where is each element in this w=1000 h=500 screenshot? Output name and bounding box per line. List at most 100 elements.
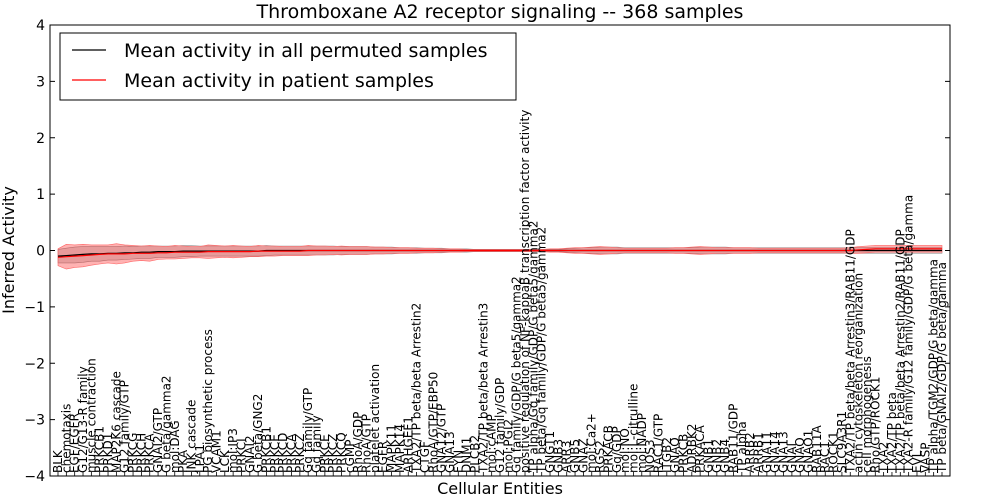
category-label: PRKCZ [293, 434, 307, 473]
y-tick-label: −3 [24, 413, 45, 429]
category-label: MAPK11 [385, 424, 399, 473]
category-label: PRKCD [276, 433, 290, 473]
y-tick-label: 3 [36, 74, 45, 90]
category-label: Gq/GDP [610, 426, 624, 473]
category-label: GNA14 [768, 431, 782, 473]
category-label: PRKACB [601, 425, 615, 473]
category-label: ITGB2 [660, 437, 674, 473]
category-label: G12 family/GDP [493, 378, 507, 473]
category-label: platelet activation [368, 364, 382, 473]
category-label: PRKCB [677, 434, 691, 473]
category-label: LCK [218, 449, 232, 473]
category-label: PRKCB1 [260, 426, 274, 473]
category-label: PKA [176, 449, 190, 473]
y-tick-label: 4 [36, 18, 45, 34]
category-label: VASP [918, 442, 932, 473]
category-label: PLCB2 [468, 435, 482, 473]
category-label: positive regulation of NF-kappaB transcr… [518, 110, 532, 473]
category-label: PRKCA [143, 433, 157, 473]
category-label: ARHGEF1 [401, 416, 415, 473]
y-tick-label: 2 [36, 131, 45, 147]
category-label: GNAQ [668, 437, 682, 473]
legend: Mean activity in all permuted samples Me… [59, 32, 517, 101]
category-label: TXA2-R family/G12 family/GDP/G beta/gamm… [902, 195, 916, 474]
category-label: TP beta/Gq family/GDP/G beta5/gamma2 [535, 227, 549, 474]
category-label: muscle contraction [84, 358, 98, 473]
category-label: PRKD1 [101, 433, 115, 473]
category-label: TXA2/TP beta/beta Arrestin2/RAB11/GDP [893, 229, 907, 474]
category-label: LPA1 [193, 444, 207, 473]
category-label: mol:IP3 [226, 428, 240, 473]
category-label: GNAI [785, 443, 799, 473]
legend-box [59, 32, 517, 101]
category-label: Gq family/GTP [301, 388, 315, 473]
category-label: PRKCH [134, 433, 148, 473]
category-label: Rho/GTP/ROCK1 [868, 377, 882, 473]
category-label: EVL [910, 450, 924, 473]
legend-label-permuted: Mean activity in all permuted samples [124, 40, 487, 62]
category-label: mol:NADP [635, 413, 649, 473]
category-label: mol:DAG [168, 420, 182, 473]
category-label: TXA2/TP beta/beta Arrestin2 [410, 303, 424, 474]
y-tick-label: 1 [36, 187, 45, 203]
category-label: TP alpha [735, 421, 749, 474]
x-axis-label: Cellular Entities [437, 479, 563, 498]
category-label: actin cytoskeleton reorganization [852, 273, 866, 473]
category-label: PRKACA [693, 424, 707, 473]
category-label: RhoA/GTP/EBP50 [426, 372, 440, 473]
category-label: GNAQ [793, 437, 807, 473]
category-label: VCAM1 [210, 430, 224, 473]
category-label: SLC9A3R1 [835, 411, 849, 473]
category-label: ROCK1 [827, 431, 841, 473]
category-label: RAC1 [818, 441, 832, 473]
line-patient [57, 248, 942, 258]
legend-label-patient: Mean activity in patient samples [124, 70, 434, 92]
category-label: CTGF [418, 441, 432, 473]
category-label: RAB11A [810, 424, 824, 473]
y-axis-label: Inferred Activity [0, 186, 18, 314]
category-label: PRKCB1 [93, 426, 107, 473]
category-label: mol:NO [618, 428, 632, 473]
category-label: GNA13 [443, 431, 457, 473]
category-label: TXA2/TP beta [885, 392, 899, 474]
category-label: Gq family/GDP/G beta5/gamma2 [510, 276, 524, 473]
category-label: PG biosynthetic process [201, 329, 215, 473]
category-label: TP alpha/TGM2/GDP/G beta/gamma [927, 259, 941, 474]
category-label: G12 family/GTP [118, 380, 132, 473]
plot-frame [49, 24, 951, 477]
category-label: TXA2 [877, 442, 891, 474]
category-label: chemotaxis [59, 404, 73, 473]
category-label: GNGT1 [543, 431, 557, 473]
category-label: FYN [451, 450, 465, 473]
category-label: GNB5 [568, 439, 582, 473]
category-label: ARRB1 [752, 432, 766, 473]
chart-title: Thromboxane A2 receptor signaling -- 368… [256, 1, 744, 23]
category-label: GNA12/GTP [435, 404, 449, 473]
category-label: mol:L-citrulline [626, 384, 640, 473]
category-label: ARRB2 [743, 432, 757, 473]
category-label: ARR3 [560, 440, 574, 473]
category-label: TXA2/TP beta/beta Arrestin3 [476, 303, 490, 474]
category-label: Gq family [310, 415, 324, 473]
category-label: JNK cascade [184, 400, 198, 474]
category-label: GNB4 [718, 439, 732, 473]
category-label: RAC1/GTP [652, 414, 666, 473]
category-label: MAP2K6 cascade [109, 371, 123, 473]
y-tick-label: −2 [24, 356, 45, 372]
category-label: PRKCQ [335, 432, 349, 473]
category-label: NOS3 [643, 439, 657, 473]
category-label: GNB3 [551, 439, 565, 473]
category-label: MAPK14 [393, 424, 407, 473]
category-label: mol:PGI2 [501, 419, 515, 473]
category-label: PRKCE [268, 434, 282, 473]
category-label: RhoA/GTP [360, 414, 374, 473]
category-label: DNM1 [460, 437, 474, 473]
category-label: GNB2 [710, 439, 724, 473]
category-label: TP beta/GNAI2/GDP/G beta/gamma [935, 262, 949, 474]
category-label: GNAI2/GTP [151, 408, 165, 473]
category-label: PRKCE [318, 434, 332, 473]
category-label: BLK [51, 449, 65, 473]
category-label: RGS2 [593, 440, 607, 473]
category-label: EGFR [376, 441, 390, 473]
